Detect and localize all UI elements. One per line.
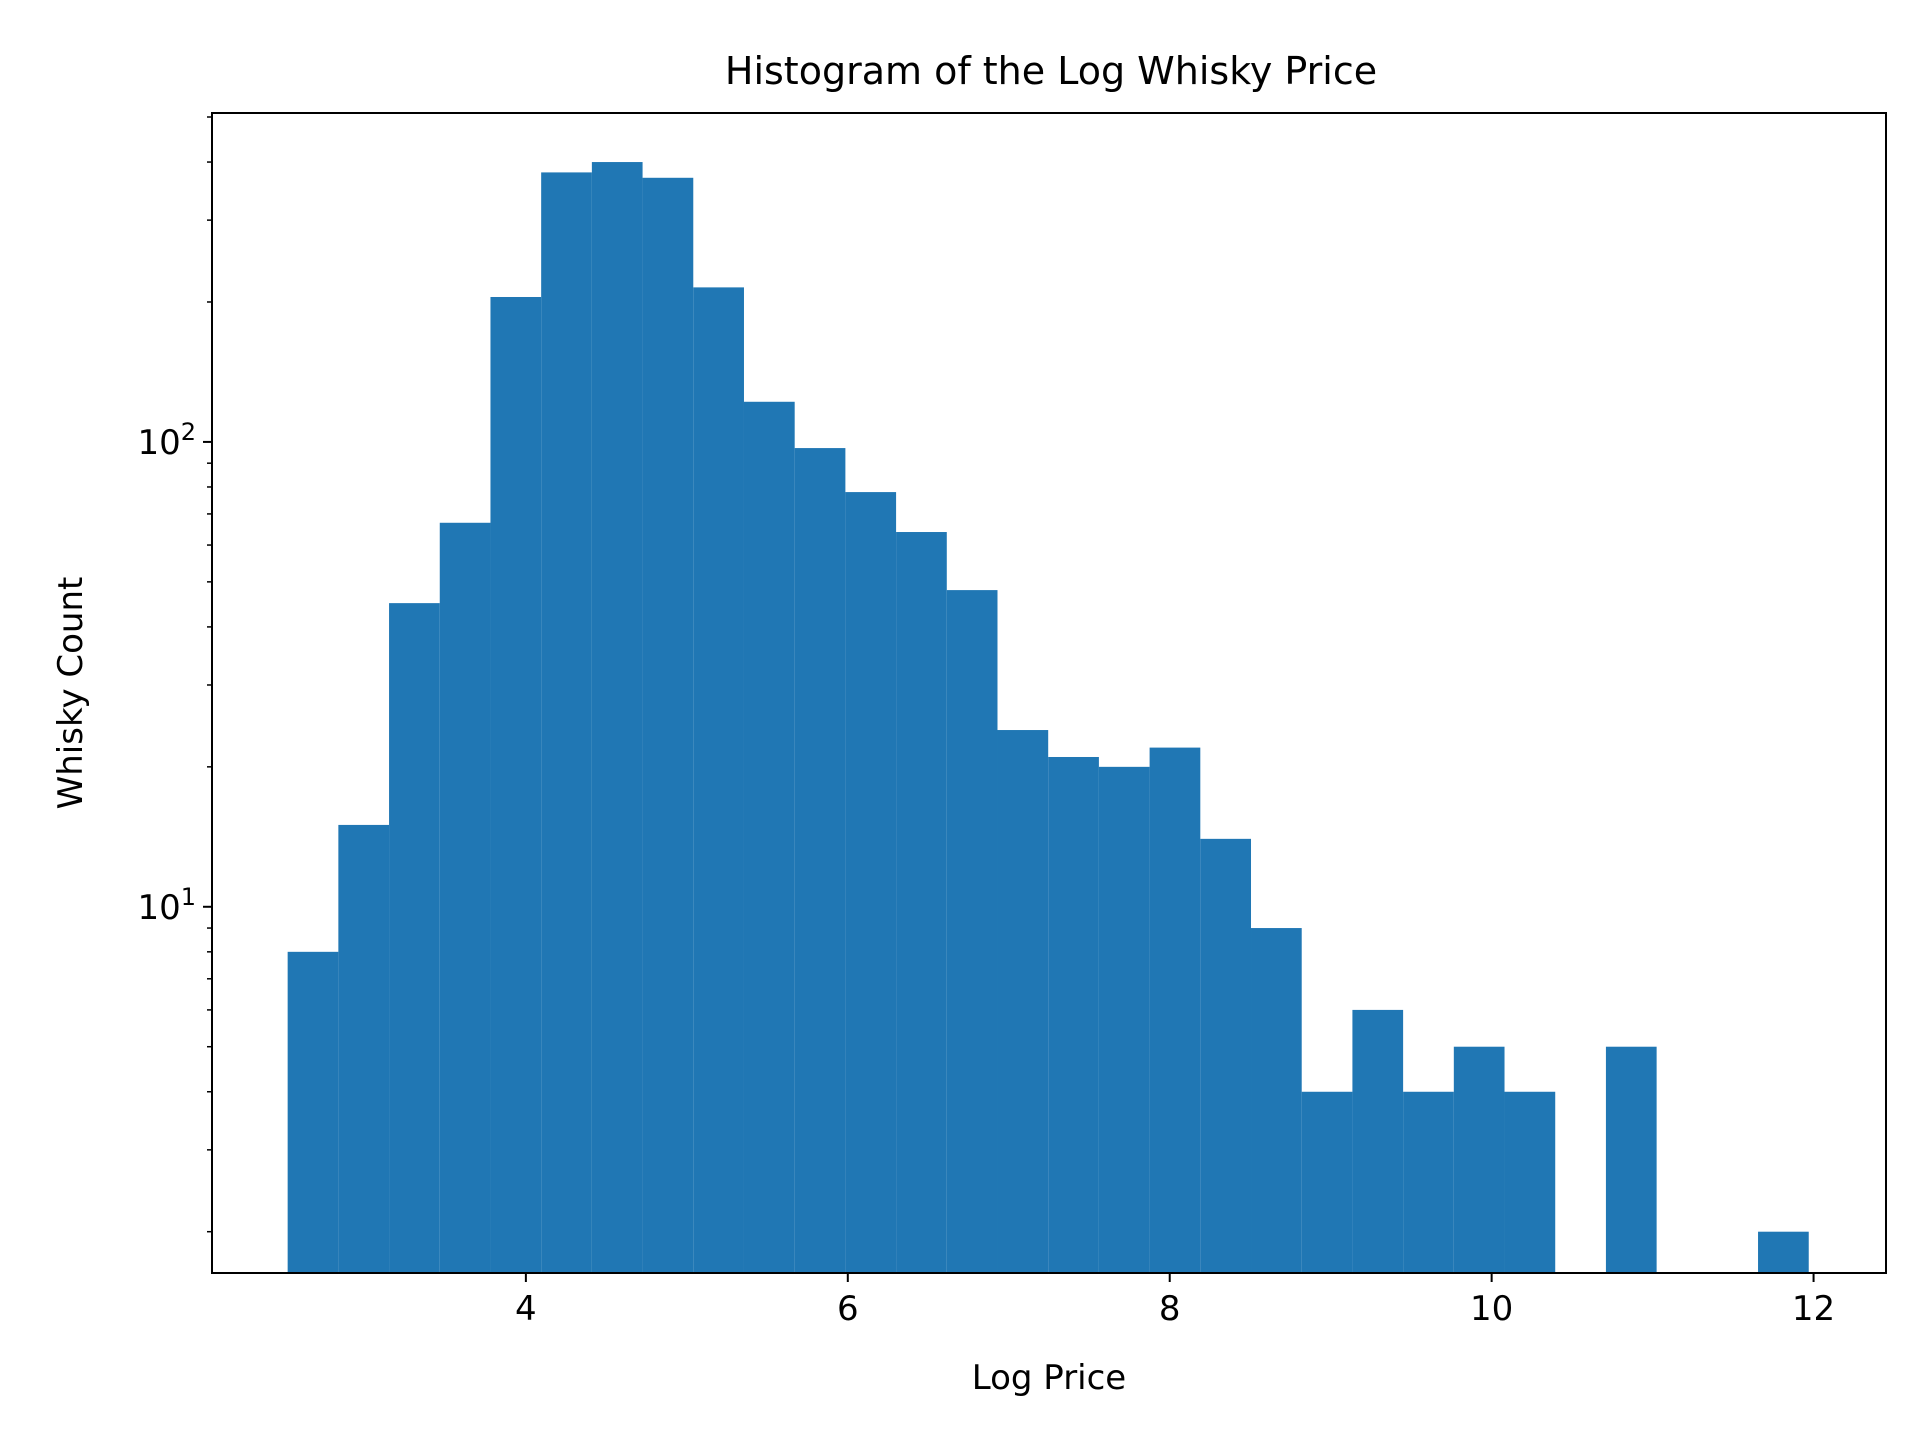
x-tick-label: 12: [1792, 1289, 1835, 1329]
y-tick-label: 101: [137, 883, 196, 928]
histogram-bar: [338, 824, 390, 1273]
histogram-bar: [1301, 1091, 1353, 1273]
x-axis-ticks: 4 6 8 10 12: [515, 1273, 1835, 1329]
histogram-bar: [1048, 756, 1099, 1273]
histogram-bar: [1149, 747, 1201, 1273]
histogram-bar: [642, 177, 694, 1273]
histogram-bar: [693, 287, 744, 1274]
histogram-bar: [439, 522, 491, 1273]
histogram-bar: [541, 172, 592, 1273]
histogram-bar: [896, 532, 947, 1273]
x-tick-label: 4: [515, 1289, 537, 1329]
histogram-bar: [794, 448, 846, 1273]
histogram-bar: [1098, 766, 1150, 1273]
histogram-bar: [946, 590, 998, 1273]
x-axis-label: Log Price: [972, 1358, 1126, 1398]
histogram-bar: [490, 296, 542, 1273]
histogram-bar: [997, 730, 1049, 1273]
histogram-bar: [1504, 1091, 1556, 1273]
bars-layer: [287, 162, 1809, 1274]
histogram-bar: [287, 951, 339, 1273]
histogram-bar: [1605, 1046, 1657, 1273]
y-axis-label: Whisky Count: [51, 577, 91, 810]
x-tick-label: 10: [1470, 1289, 1513, 1329]
plot-frame: [211, 112, 1887, 1274]
histogram-bar: [1352, 1009, 1404, 1273]
histogram-bar: [1758, 1231, 1809, 1273]
histogram-bar: [591, 162, 643, 1273]
y-tick-label: 102: [137, 418, 196, 463]
histogram-bar: [1453, 1046, 1505, 1273]
histogram-bar: [845, 492, 897, 1273]
histogram-bar: [1200, 838, 1252, 1273]
y-axis-ticks: 101 102: [137, 116, 212, 1233]
x-tick-label: 8: [1159, 1289, 1181, 1329]
histogram-bar: [1251, 928, 1302, 1273]
histogram-bar: [743, 401, 795, 1273]
chart-title: Histogram of the Log Whisky Price: [725, 49, 1377, 93]
histogram-bar: [389, 603, 440, 1273]
x-tick-label: 6: [837, 1289, 859, 1329]
histogram-bar: [1403, 1091, 1454, 1273]
